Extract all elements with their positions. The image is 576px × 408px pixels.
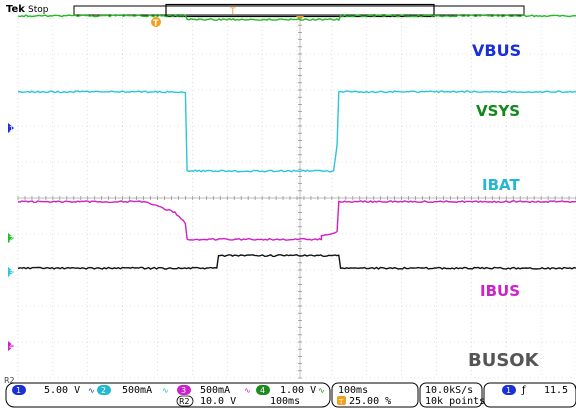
ch1-scale: 5.00 V [44, 385, 80, 396]
rising-edge-icon: ƒ [521, 385, 526, 396]
trigger-level-value: 11.5 V [544, 385, 576, 396]
ref2-scale: 10.0 V [200, 396, 236, 407]
ref2-time: 100ms [270, 396, 300, 407]
ch2-bandwidth-icon: ∿ [162, 386, 169, 395]
ch1-badge[interactable] [12, 385, 26, 395]
ch2-ground-marker [8, 233, 14, 243]
ch3-ground-label: 3 [9, 269, 13, 277]
ibus-label: IBUS [480, 282, 520, 300]
ch2-scale: 500mA [122, 385, 152, 396]
graticule [17, 17, 576, 379]
timebase-value: 100ms [338, 385, 368, 396]
ch3-bandwidth-icon: ∿ [244, 386, 251, 395]
ch3-ground-marker [8, 267, 14, 277]
record-length-value: 10k points [425, 396, 485, 407]
ref2-badge[interactable] [176, 395, 194, 407]
channel-readout-box [5, 382, 331, 408]
acquisition-status: Stop [28, 5, 49, 15]
readout-bar: 1 5.00 V ∿ 2 500mA ∿ 3 500mA ∿ 4 1.00 V … [5, 382, 576, 408]
trace-vsys [17, 14, 576, 21]
ch4-ground-marker [8, 341, 14, 351]
traces [17, 14, 576, 270]
ch1-ground-label: 1 [9, 125, 13, 133]
record-view-bar [73, 5, 525, 16]
trace-ibus [17, 200, 576, 241]
sample-rate-value: 10.0kS/s [425, 385, 473, 396]
svg-text:T: T [153, 19, 159, 28]
view-trigger-marker: T [229, 7, 236, 17]
ch2-number: 2 [101, 386, 106, 395]
svg-text:T: T [338, 398, 344, 406]
header: Tek Stop T [6, 3, 525, 21]
ch3-scale: 500mA [200, 385, 230, 396]
busok-label: BUSOK [468, 350, 540, 371]
ch3-number: 3 [181, 386, 186, 395]
ch2-badge[interactable] [97, 385, 111, 395]
ch4-ground-label: 4 [9, 343, 14, 351]
ch4-bandwidth-icon: ∿ [318, 386, 325, 395]
vsys-label: VSYS [476, 102, 520, 120]
channel-markers: T 1 2 3 4 R2 [4, 17, 161, 385]
ch2-ground-label: 2 [9, 235, 13, 243]
ibat-label: IBAT [482, 176, 520, 194]
ref2-marker: R2 [4, 376, 15, 385]
ch1-number: 1 [16, 386, 21, 395]
ch4-number: 4 [260, 386, 265, 395]
ref2-number: R2 [179, 397, 190, 406]
trigger-channel-number: 1 [506, 386, 511, 395]
trace-labels: VBUS VSYS IBAT IBUS BUSOK [468, 41, 540, 371]
vbus-label: VBUS [472, 41, 521, 60]
acquisition-box[interactable] [419, 382, 483, 408]
trace-busok [17, 254, 576, 270]
timebase-box[interactable] [331, 382, 419, 408]
ch4-scale: 1.00 V [280, 385, 316, 396]
trace-ibat [17, 90, 576, 173]
trigger-channel-badge [502, 385, 516, 395]
ch1-bandwidth-icon: ∿ [88, 386, 95, 395]
ch1-ground-marker [8, 123, 14, 133]
trigger-marker: T [151, 17, 161, 28]
tek-brand: Tek [6, 4, 25, 15]
trigger-pos-icon [337, 396, 346, 405]
ch3-badge[interactable] [177, 385, 191, 395]
trigger-position-value: 25.00 % [349, 396, 391, 407]
ch4-badge[interactable] [256, 385, 270, 395]
